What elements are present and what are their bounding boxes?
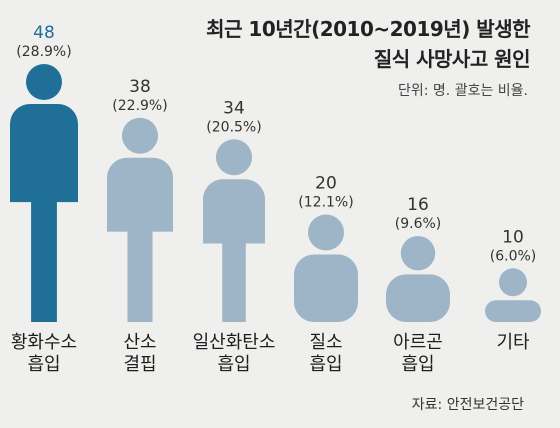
value-label-5: 10 <box>502 227 524 247</box>
percent-label-4: (9.6%) <box>395 216 442 232</box>
bar-head-4 <box>400 236 436 271</box>
value-label-4: 16 <box>407 195 429 215</box>
category-label-3-1: 흡입 <box>309 354 342 375</box>
category-label-2-0: 일산화탄소 <box>193 332 276 353</box>
bar-legs-1 <box>127 231 153 322</box>
bar-leg-gap-left-2 <box>203 243 223 322</box>
category-label-2-1: 흡입 <box>217 354 250 375</box>
percent-label-1: (22.9%) <box>112 98 167 114</box>
value-label-1: 38 <box>129 77 151 97</box>
category-label-4-1: 흡입 <box>401 354 434 375</box>
bar-head-5 <box>499 268 527 297</box>
category-label-0-0: 황화수소 <box>11 332 77 353</box>
percent-label-3: (12.1%) <box>298 195 353 211</box>
bar-leg-gap-right-1 <box>152 231 173 322</box>
bar-leg-gap-right-2 <box>245 243 265 322</box>
bar-leg-gap-left-0 <box>10 202 32 322</box>
bar-body-5 <box>485 300 541 322</box>
category-label-3-0: 질소 <box>309 332 342 353</box>
bar-leg-gap-right-0 <box>56 202 78 322</box>
category-label-4-0: 아르곤 <box>393 332 443 353</box>
category-label-1-1: 결핍 <box>123 354 156 375</box>
value-label-2: 34 <box>223 98 245 118</box>
bar-head-0 <box>26 64 62 100</box>
source-note: 자료: 안전보건공단 <box>411 397 524 413</box>
percent-label-0: (28.9%) <box>16 44 71 60</box>
percent-label-2: (20.5%) <box>206 119 261 135</box>
bar-head-2 <box>216 139 252 176</box>
category-label-0-1: 흡입 <box>27 354 60 375</box>
bar-legs-2 <box>222 243 246 322</box>
title-line-2: 질식 사망사고 원인 <box>373 47 531 71</box>
bar-body-4 <box>386 274 450 322</box>
value-label-0: 48 <box>33 23 55 43</box>
percent-label-5: (6.0%) <box>490 248 537 264</box>
bar-head-1 <box>122 117 158 154</box>
chart-title: 최근 10년간(2010~2019년) 발생한 질식 사망사고 원인 <box>206 14 530 74</box>
bar-legs-0 <box>31 202 57 322</box>
value-label-3: 20 <box>315 174 337 194</box>
bar-body-3 <box>294 254 358 322</box>
bar-leg-gap-left-1 <box>107 231 128 322</box>
title-line-1: 최근 10년간(2010~2019년) 발생한 <box>206 17 530 41</box>
bar-head-3 <box>308 214 344 251</box>
category-label-1-0: 산소 <box>123 332 156 353</box>
category-label-5-0: 기타 <box>496 332 530 353</box>
unit-note: 단위: 명. 괄호는 비율. <box>397 83 528 99</box>
